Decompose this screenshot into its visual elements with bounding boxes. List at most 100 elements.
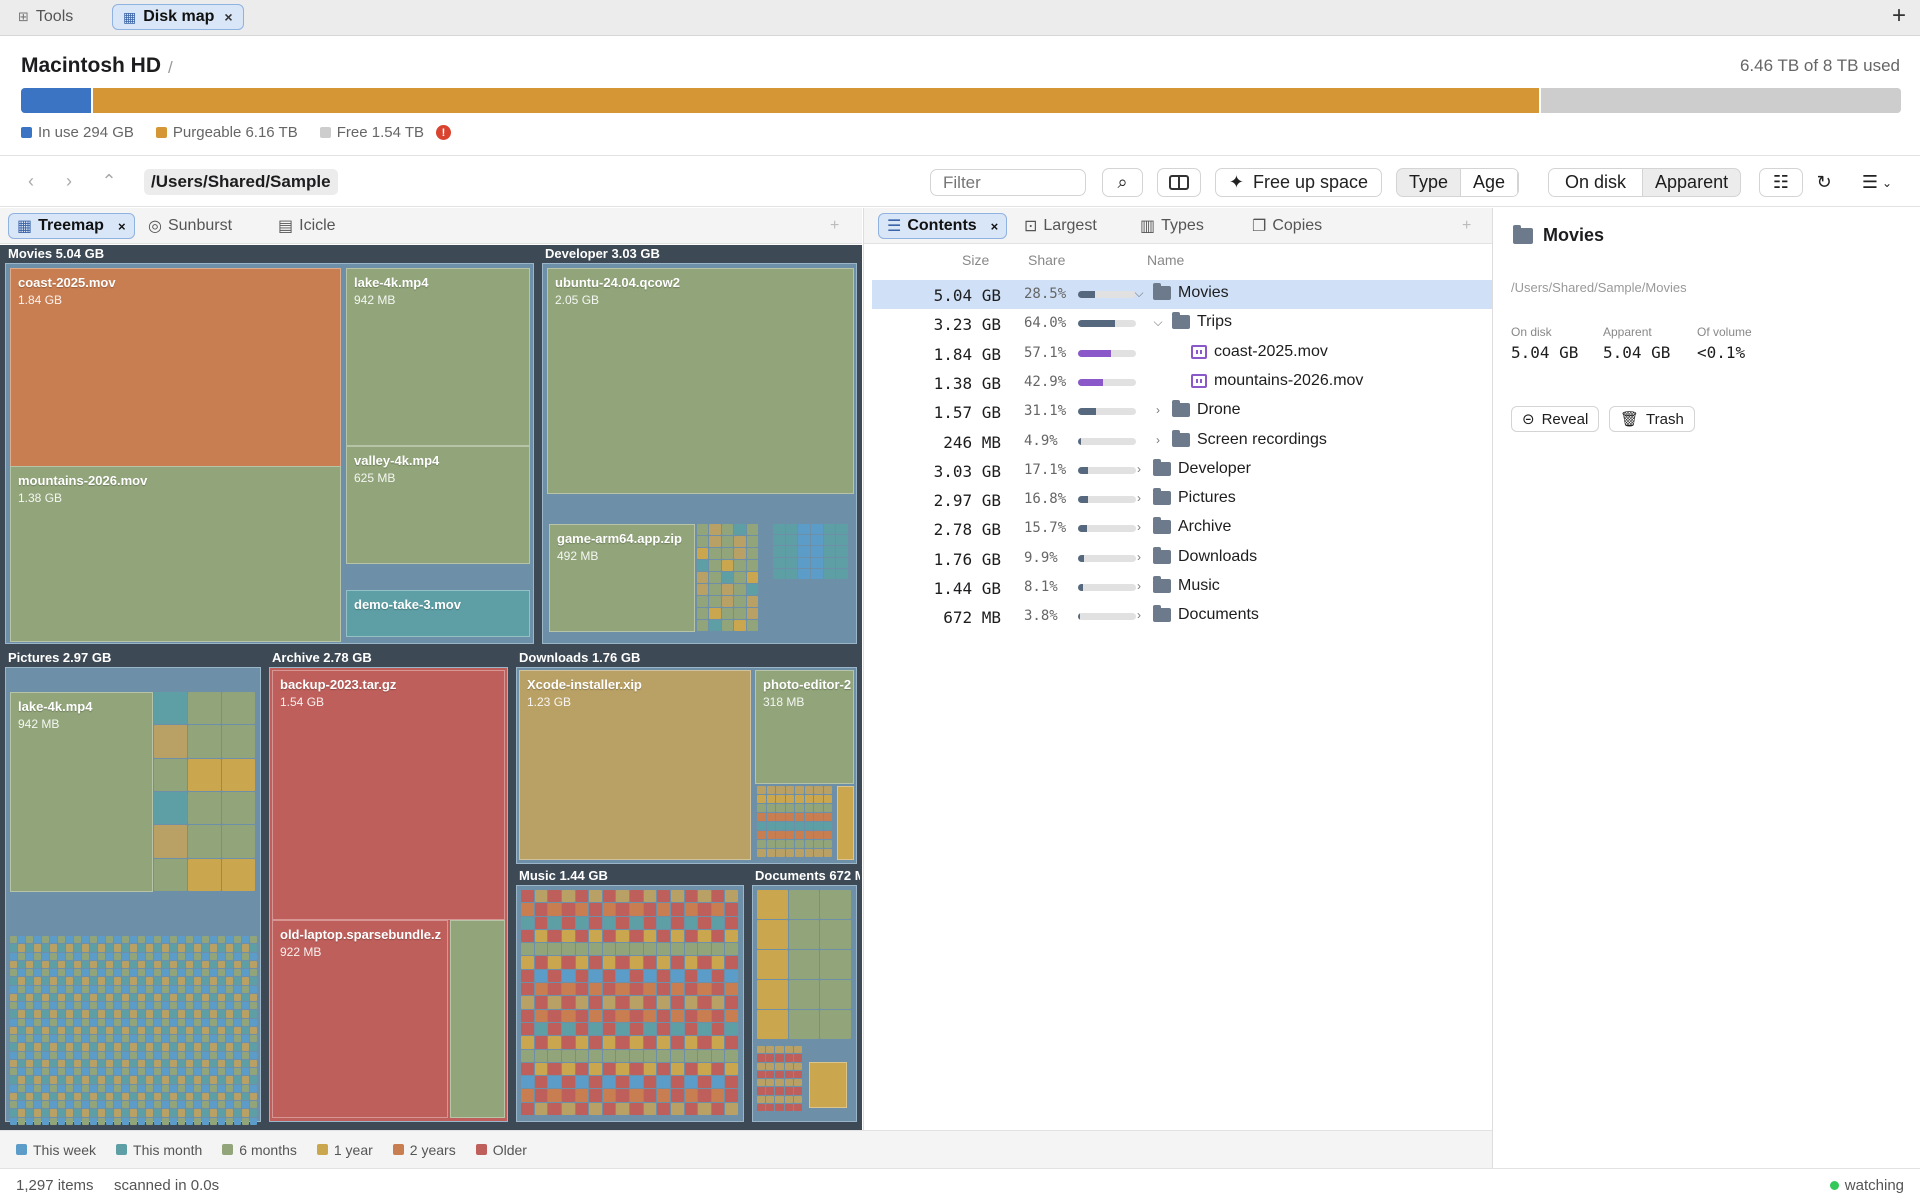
treemap-tile[interactable] [58, 1059, 65, 1068]
treemap-tile[interactable] [757, 840, 766, 848]
treemap-tile[interactable] [709, 584, 721, 595]
tab-sunburst[interactable]: ◎ Sunburst [148, 217, 233, 235]
list-row[interactable]: 2.78 GB 15.7% › Archive [872, 514, 1493, 543]
treemap-tile[interactable] [74, 969, 81, 977]
treemap-tile[interactable] [218, 1051, 225, 1059]
treemap-tile[interactable] [218, 977, 225, 985]
treemap-tile[interactable] [775, 1070, 784, 1078]
treemap-file[interactable]: mountains-2026.mov 1.38 GB [10, 466, 341, 642]
treemap-file[interactable]: ubuntu-24.04.qcow2 2.05 GB [547, 268, 854, 494]
treemap-tile[interactable] [757, 1095, 766, 1103]
treemap-tile[interactable] [793, 1054, 802, 1062]
treemap-tile[interactable] [194, 936, 201, 944]
treemap-tile[interactable] [66, 977, 73, 985]
treemap-tile[interactable] [823, 849, 832, 857]
treemap-tile[interactable] [776, 849, 785, 857]
treemap-tile[interactable] [234, 1051, 241, 1059]
treemap-tile[interactable] [757, 831, 766, 839]
treemap-tile[interactable] [122, 1026, 129, 1035]
treemap-tile[interactable] [698, 890, 711, 903]
treemap-tile[interactable] [698, 969, 711, 983]
treemap-tile[interactable] [26, 960, 33, 969]
treemap-tile[interactable] [226, 1002, 233, 1010]
treemap-tile[interactable] [250, 936, 257, 944]
treemap-tile[interactable] [521, 1102, 534, 1115]
treemap-tile[interactable] [804, 840, 813, 848]
treemap-tile[interactable] [138, 1076, 145, 1084]
treemap-tile[interactable] [757, 950, 788, 979]
treemap-tile[interactable] [74, 1117, 81, 1125]
treemap-tile[interactable] [130, 1068, 137, 1076]
treemap-tile[interactable] [836, 557, 848, 568]
treemap-tile[interactable] [234, 1018, 241, 1026]
disclosure-chevron-icon[interactable]: › [1137, 549, 1141, 564]
treemap-tile[interactable] [122, 1117, 129, 1125]
treemap-tile[interactable] [711, 903, 725, 916]
treemap-tile[interactable] [194, 1002, 201, 1010]
treemap-tile[interactable] [114, 944, 121, 952]
treemap-tile[interactable] [734, 584, 746, 595]
treemap-tile[interactable] [823, 804, 832, 812]
treemap-tile[interactable] [766, 1070, 775, 1078]
treemap-tile[interactable] [18, 969, 25, 977]
treemap-tile[interactable] [589, 1009, 602, 1022]
treemap-tile[interactable] [74, 1026, 81, 1035]
treemap-tile[interactable] [98, 969, 105, 977]
treemap-tile[interactable] [709, 620, 721, 631]
treemap-tile[interactable] [766, 822, 775, 830]
treemap-tile[interactable] [734, 620, 746, 631]
treemap-tile[interactable] [561, 929, 575, 943]
treemap-tile[interactable] [684, 956, 698, 969]
treemap-tile[interactable] [734, 524, 746, 535]
treemap-tile[interactable] [82, 977, 89, 985]
treemap-tile[interactable] [734, 608, 746, 619]
treemap-tile[interactable] [26, 993, 33, 1002]
treemap-tile[interactable] [202, 1101, 209, 1109]
treemap-tile[interactable] [793, 1046, 802, 1054]
treemap-tile[interactable] [34, 1035, 41, 1043]
treemap-tile[interactable] [534, 903, 548, 916]
treemap-tile[interactable] [130, 1101, 137, 1109]
treemap-tile[interactable] [698, 1009, 711, 1022]
treemap-tile[interactable] [234, 1043, 241, 1051]
treemap-tile[interactable] [90, 1101, 97, 1109]
treemap-tile[interactable] [194, 1059, 201, 1068]
treemap-tile[interactable] [534, 1062, 548, 1076]
treemap-tile[interactable] [162, 1092, 169, 1101]
treemap-tile[interactable] [18, 993, 25, 1002]
treemap-tile[interactable] [58, 1109, 65, 1117]
treemap-file[interactable]: demo-take-3.mov [346, 590, 530, 637]
treemap-tile[interactable] [670, 983, 684, 996]
treemap-tile[interactable] [106, 1043, 113, 1051]
treemap-tile[interactable] [226, 1084, 233, 1092]
treemap-tile[interactable] [18, 952, 25, 960]
treemap-tile[interactable] [697, 536, 709, 547]
treemap-tile[interactable] [194, 1026, 201, 1035]
treemap-tile[interactable] [836, 546, 848, 557]
treemap-tile[interactable] [643, 1049, 657, 1062]
treemap-tile[interactable] [784, 1062, 793, 1070]
treemap-tile[interactable] [26, 1051, 33, 1059]
treemap-tile[interactable] [548, 1049, 561, 1062]
treemap-tile[interactable] [202, 1059, 209, 1068]
treemap-tile[interactable] [188, 692, 221, 725]
treemap-tile[interactable] [82, 960, 89, 969]
treemap-tile[interactable] [188, 858, 221, 891]
treemap-tile[interactable] [114, 985, 121, 993]
treemap-tile[interactable] [773, 557, 785, 568]
treemap-tile[interactable] [630, 1102, 643, 1115]
treemap-tile[interactable] [250, 1092, 257, 1101]
treemap-tile[interactable] [234, 985, 241, 993]
treemap-tile[interactable] [757, 980, 788, 1009]
treemap-tile[interactable] [114, 936, 121, 944]
treemap-tile[interactable] [725, 1022, 738, 1036]
treemap-tile[interactable] [725, 996, 738, 1009]
treemap-tile[interactable] [122, 1068, 129, 1076]
treemap-tile[interactable] [250, 1026, 257, 1035]
treemap-tile[interactable] [50, 1018, 57, 1026]
treemap-tile[interactable] [226, 952, 233, 960]
treemap-tile[interactable] [26, 1101, 33, 1109]
treemap-tile[interactable] [643, 1009, 657, 1022]
treemap-tile[interactable] [34, 1092, 41, 1101]
treemap-tile[interactable] [58, 993, 65, 1002]
